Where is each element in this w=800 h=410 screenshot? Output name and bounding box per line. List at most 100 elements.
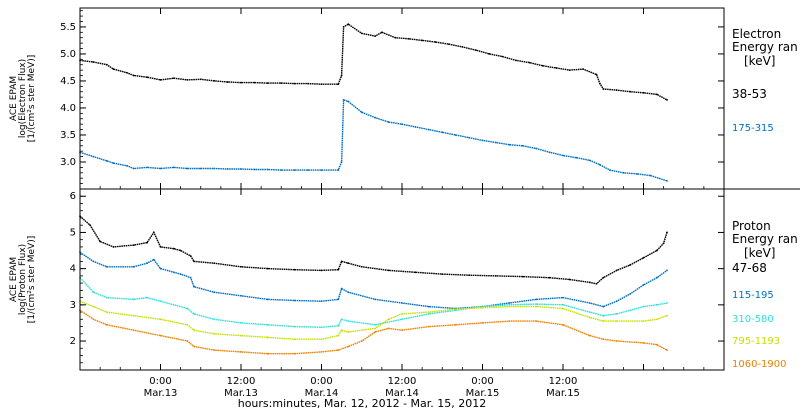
data-point — [132, 74, 135, 77]
data-point — [407, 37, 410, 40]
x-tick-time: 12:00 — [549, 376, 578, 387]
data-point — [656, 343, 658, 346]
data-point — [293, 352, 296, 355]
data-point — [293, 268, 296, 271]
data-point — [266, 168, 269, 171]
data-point — [374, 116, 377, 119]
data-point — [615, 340, 618, 342]
y-tick-label: 3 — [70, 300, 76, 311]
data-point — [307, 82, 309, 85]
data-point — [535, 305, 538, 308]
data-point — [105, 160, 108, 162]
data-point — [342, 26, 345, 28]
data-point — [240, 351, 242, 353]
data-point — [602, 276, 605, 279]
data-point — [337, 83, 340, 86]
data-point — [293, 299, 296, 302]
panel-frame — [79, 188, 725, 371]
data-point — [508, 302, 511, 304]
data-point — [126, 164, 128, 167]
data-point — [146, 262, 149, 265]
x-tick-time: 0:00 — [310, 376, 332, 387]
data-point — [92, 61, 95, 63]
data-point — [387, 318, 390, 321]
data-point — [337, 324, 340, 327]
data-point — [347, 291, 350, 294]
data-point — [656, 303, 658, 306]
legend-title: Electron — [732, 27, 781, 41]
data-point — [602, 88, 605, 90]
data-point — [508, 143, 511, 146]
series-line-47-68 — [79, 215, 668, 285]
data-point — [649, 174, 652, 177]
data-point — [562, 307, 564, 310]
data-point — [414, 271, 417, 274]
data-point — [588, 334, 591, 337]
data-point — [515, 59, 517, 62]
data-point — [434, 41, 437, 43]
data-point — [193, 329, 195, 332]
data-point — [340, 260, 343, 263]
x-tick-date: Mar.13 — [144, 388, 178, 399]
legend-title: Energy ran — [732, 40, 798, 54]
data-point — [666, 180, 668, 182]
data-point — [340, 329, 343, 332]
data-point — [615, 300, 618, 303]
data-point — [615, 89, 618, 91]
y-tick-label: 3.0 — [60, 157, 76, 168]
data-point — [340, 287, 343, 290]
data-point — [602, 305, 605, 308]
data-point — [609, 169, 611, 172]
x-tick-date: Mar.14 — [385, 388, 419, 399]
data-point — [226, 81, 229, 83]
data-point — [508, 305, 511, 308]
legend-entry: 38-53 — [732, 87, 767, 101]
data-point — [481, 306, 484, 309]
data-point — [548, 276, 551, 279]
data-point — [105, 63, 108, 66]
data-point — [599, 82, 601, 85]
data-point — [92, 155, 95, 158]
data-point — [347, 262, 350, 265]
data-point — [535, 298, 538, 301]
data-point — [146, 76, 149, 79]
data-point — [602, 320, 605, 322]
data-point — [427, 325, 430, 328]
data-point — [126, 71, 128, 74]
data-point — [213, 80, 216, 82]
data-point — [401, 123, 403, 126]
data-point — [340, 161, 343, 163]
x-tick-time: 0:00 — [149, 376, 171, 387]
data-point — [132, 265, 135, 268]
legend-title: Proton — [732, 219, 771, 233]
data-point — [146, 166, 149, 169]
data-point — [173, 247, 175, 250]
data-point — [146, 296, 149, 299]
y-tick-label: 5 — [70, 227, 76, 238]
data-point — [240, 322, 242, 324]
data-point — [642, 256, 645, 259]
data-point — [337, 298, 340, 301]
data-point — [666, 349, 668, 351]
y-tick-label: 6 — [70, 191, 76, 202]
data-point — [280, 82, 283, 84]
data-point — [666, 99, 668, 101]
data-point — [535, 303, 538, 305]
data-point — [629, 293, 631, 295]
data-point — [568, 69, 571, 71]
data-point — [152, 258, 155, 261]
data-point — [401, 302, 403, 304]
data-point — [337, 169, 340, 172]
data-point — [454, 323, 457, 326]
data-point — [427, 313, 430, 315]
data-point — [582, 68, 584, 70]
data-point — [159, 79, 162, 81]
data-point — [347, 100, 350, 103]
data-point — [347, 320, 350, 322]
data-point — [374, 298, 377, 301]
data-point — [92, 318, 95, 321]
series-line-38-53 — [79, 23, 668, 101]
data-point — [240, 81, 242, 84]
data-point — [89, 224, 91, 227]
